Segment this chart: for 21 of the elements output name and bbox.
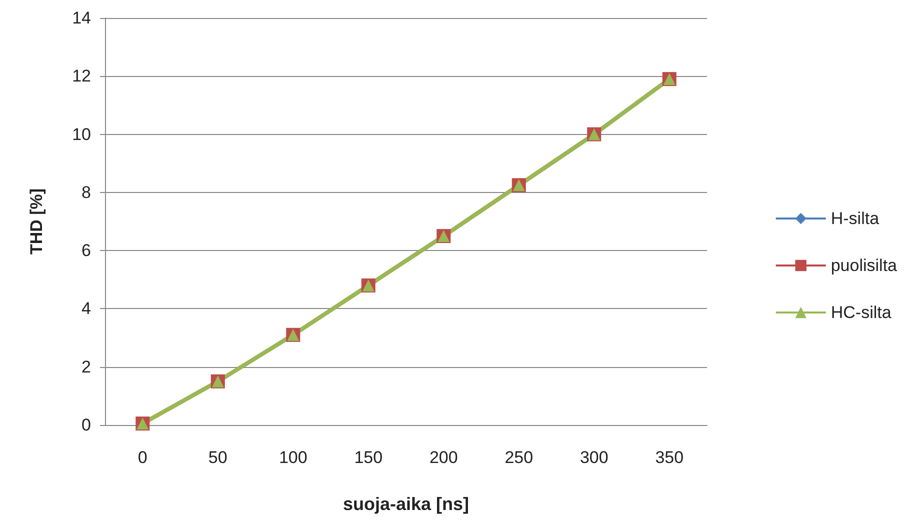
x-tick-label: 350: [655, 448, 684, 467]
y-tick-label: 0: [82, 416, 91, 434]
x-tick-label: 50: [208, 448, 228, 467]
x-tick-label: 0: [138, 448, 148, 467]
y-tick-label: 6: [82, 241, 91, 260]
y-axis-title: THD [%]: [27, 188, 46, 255]
legend-label: HC-silta: [830, 303, 892, 322]
y-tick-label: 4: [82, 299, 91, 318]
x-tick-label: 100: [278, 448, 308, 467]
y-tick-label: 14: [72, 8, 91, 28]
y-tick-label: 8: [82, 182, 91, 202]
legend-label: H-silta: [830, 209, 880, 228]
x-tick-label: 300: [580, 448, 608, 467]
y-tick-label: 2: [82, 357, 91, 376]
x-tick-label: 250: [504, 448, 534, 467]
x-tick-label: 200: [429, 448, 458, 467]
y-tick-label: 10: [72, 124, 91, 144]
x-tick-label: 150: [354, 448, 383, 467]
x-axis-title: suoja-aika [ns]: [342, 494, 470, 514]
y-tick-label: 12: [72, 66, 91, 86]
legend-label: puolisilta: [830, 256, 898, 275]
